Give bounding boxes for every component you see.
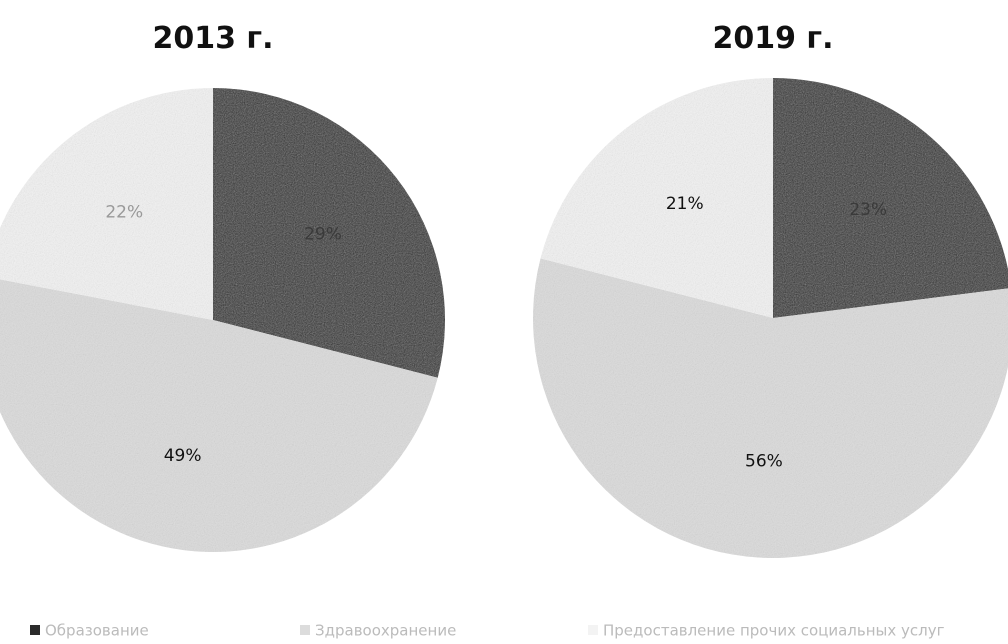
value-label: 49% [164,446,202,466]
value-label: 29% [304,225,342,245]
value-label: 23% [849,200,887,220]
legend-marker [300,625,310,635]
legend-label: Здравоохранение [315,622,456,640]
value-label: 56% [745,452,783,472]
legend-label: Предоставление прочих социальных услуг [603,622,945,640]
legend-label: Образование [45,622,149,640]
value-label: 22% [105,203,143,223]
chart-title: 2019 г. [712,21,833,56]
pie-slice [540,78,773,318]
pie-slice [0,279,438,552]
chart-title: 2013 г. [152,21,273,56]
legend-marker [588,625,598,635]
pie-slice [213,88,445,378]
legend-marker [30,625,40,635]
value-label: 21% [666,194,704,214]
pie-slice [773,78,1008,318]
pie-slice [0,88,213,320]
pie-slice [533,258,1008,558]
